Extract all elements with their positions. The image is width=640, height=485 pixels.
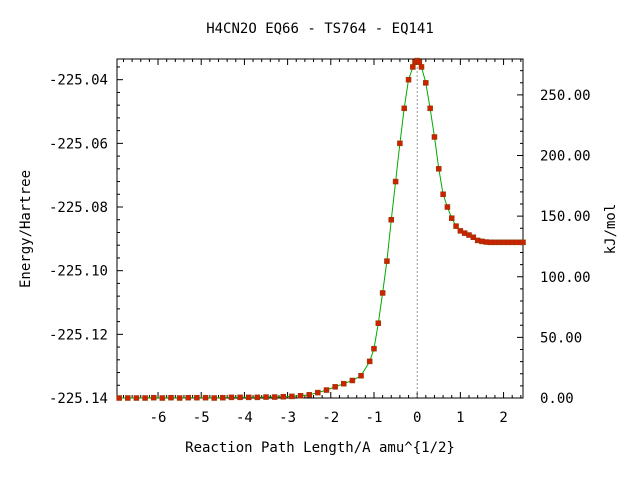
x-tick-label: -6 [150,410,167,426]
data-point [448,215,455,221]
data-point [194,394,200,401]
data-point [453,223,459,229]
data-point [444,204,451,210]
data-point [416,59,423,65]
y-tick-label: -225.06 [49,136,108,152]
data-point [228,394,235,401]
axis-ticks [117,59,523,399]
y-axis-label: Energy/Hartree [18,170,34,288]
data-point [440,191,446,198]
data-point [168,394,174,401]
data-point [401,105,407,112]
y-tick-label: -225.08 [49,200,108,216]
data-point [405,76,412,83]
data-point [254,394,261,401]
data-point [263,394,269,400]
data-point [142,395,148,401]
axis-tick-labels: -6 -5 -4 -3 -2 -1 0 1 2 -225.04 -225.06 -225.08 -225… [49,73,591,426]
data-point [289,393,295,400]
data-point [397,140,403,147]
data-point [349,377,356,384]
data-point [323,387,330,393]
x-tick-label: -5 [193,410,210,426]
data-point [280,393,287,400]
x-tick-label: -1 [366,410,383,426]
y2-tick-label: 200.00 [540,149,591,165]
y-tick-label: -225.14 [49,391,108,407]
x-tick-label: 2 [499,410,507,426]
data-point [423,80,429,86]
data-point [470,234,477,241]
data-point [375,320,382,326]
y2-tick-label: 150.00 [540,209,591,225]
x-tick-label: -4 [236,410,253,426]
data-point [237,394,243,401]
x-tick-label: 0 [413,410,421,426]
data-point [271,394,278,400]
data-point [392,178,399,185]
y2-tick-label: 100.00 [540,270,591,286]
data-point [125,395,131,401]
data-point [427,105,433,112]
data-point [133,395,140,401]
data-point [366,358,373,365]
data-point [371,345,377,352]
y-tick-label: -225.12 [49,327,108,343]
data-point [220,394,226,401]
data-point [202,394,209,401]
data-point [388,216,395,223]
data-point [176,395,183,401]
data-point [150,394,157,401]
data-point [520,239,526,246]
y-tick-label: -225.04 [49,73,108,89]
y2-axis-label: kJ/mol [603,204,619,255]
data-point [297,393,304,399]
data-point [315,389,321,396]
data-point [379,290,386,296]
chart-title: H4CN2O EQ66 - TS764 - EQ141 [206,21,434,37]
y2-tick-label: 0.00 [540,391,574,407]
x-axis-label: Reaction Path Length/A amu^{1/2} [185,440,455,456]
data-point [358,372,364,379]
data-point [116,395,122,401]
data-point [245,394,252,401]
data-point [384,258,390,264]
data-point [306,392,312,398]
data-point [410,64,416,70]
data-point [159,395,166,401]
x-tick-label: -2 [322,410,339,426]
data-point [341,380,347,387]
data-point [436,166,442,172]
data-point [332,384,338,390]
x-tick-label: -3 [279,410,296,426]
y2-tick-label: 250.00 [540,88,591,104]
y2-tick-label: 50.00 [540,330,582,346]
x-tick-label: 1 [456,410,464,426]
data-point [211,395,217,401]
data-point [431,134,438,140]
data-series [116,57,526,401]
data-point [418,64,425,70]
y-tick-label: -225.10 [49,264,108,280]
data-point [185,394,192,401]
